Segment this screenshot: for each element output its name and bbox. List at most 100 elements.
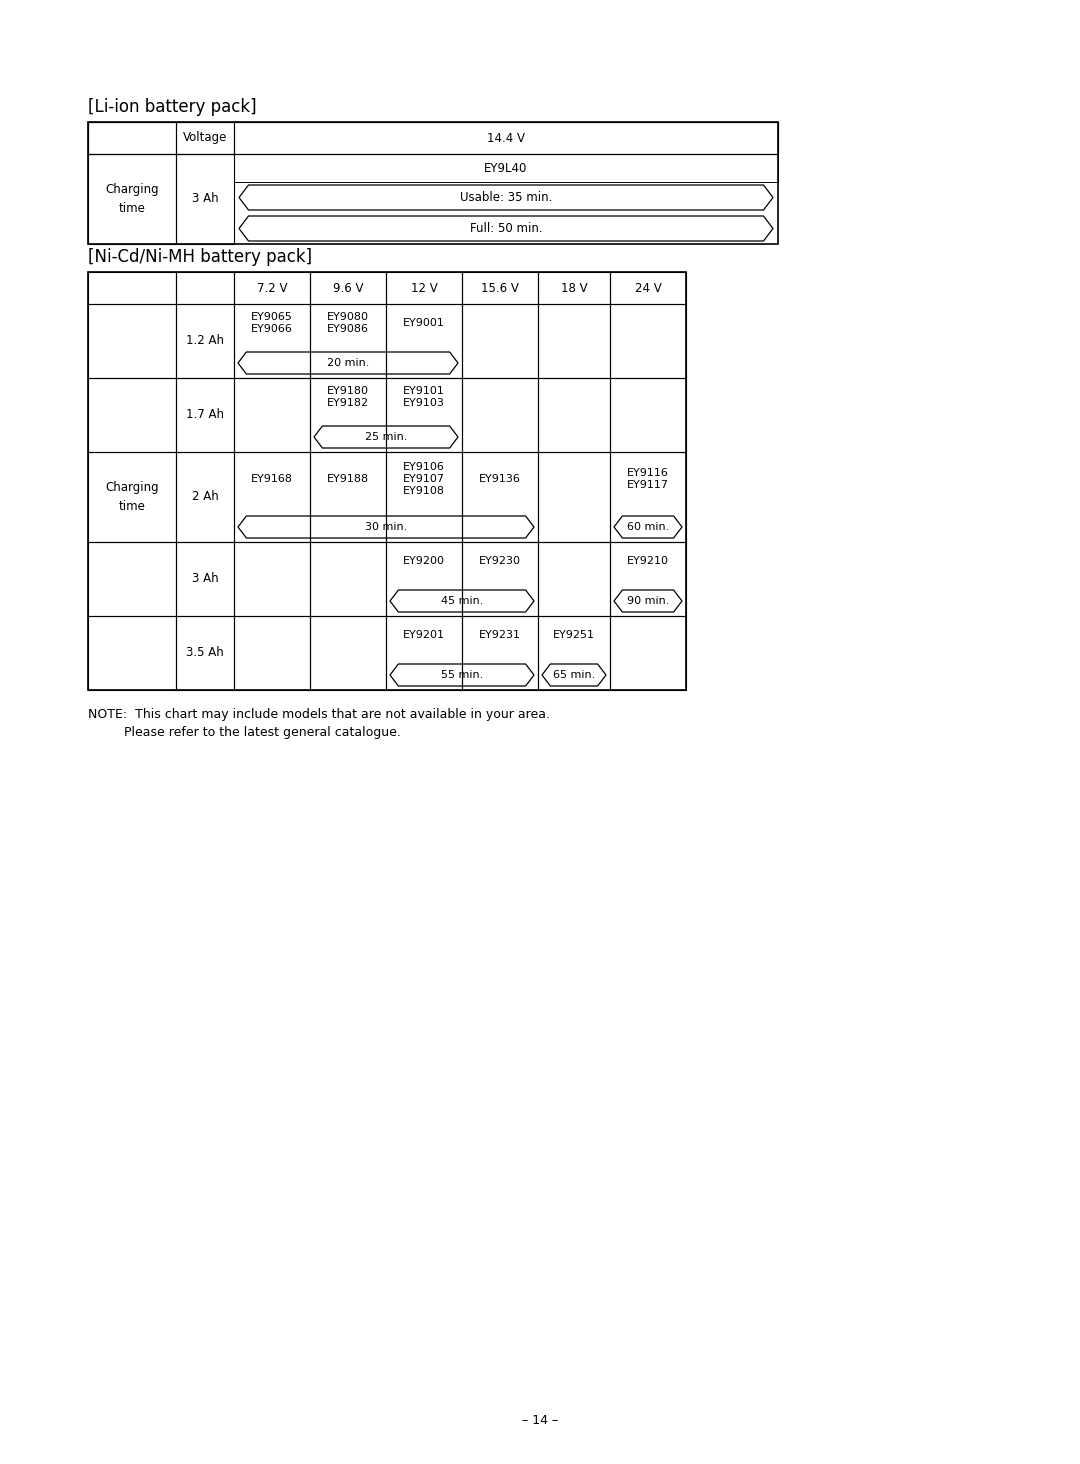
Bar — [234, 616, 310, 690]
Bar — [538, 452, 610, 542]
Bar — [87, 122, 778, 154]
Text: EY9116
EY9117: EY9116 EY9117 — [627, 468, 669, 490]
Bar — [87, 154, 176, 244]
Text: EY9168: EY9168 — [251, 474, 293, 485]
Text: 14.4 V: 14.4 V — [487, 132, 525, 145]
Bar — [386, 542, 462, 616]
Bar — [176, 305, 234, 378]
Bar — [234, 378, 310, 452]
Bar — [386, 305, 462, 378]
Bar — [310, 272, 386, 305]
Bar — [386, 616, 462, 690]
Text: EY9065
EY9066: EY9065 EY9066 — [251, 312, 293, 334]
Bar — [610, 272, 686, 305]
Text: EY9200: EY9200 — [403, 556, 445, 567]
Text: 3 Ah: 3 Ah — [191, 192, 218, 205]
Bar — [176, 616, 234, 690]
Text: EY9230: EY9230 — [480, 556, 521, 567]
Text: 45 min.: 45 min. — [441, 596, 483, 606]
Bar — [538, 378, 610, 452]
Bar — [87, 122, 176, 154]
Bar — [610, 452, 686, 542]
Bar — [538, 616, 610, 690]
Bar — [87, 452, 176, 542]
Text: [Li-ion battery pack]: [Li-ion battery pack] — [87, 98, 257, 116]
Bar — [610, 542, 686, 616]
Bar — [538, 542, 610, 616]
Text: 55 min.: 55 min. — [441, 671, 483, 679]
Text: 18 V: 18 V — [561, 281, 588, 294]
Bar — [234, 122, 778, 154]
Text: EY9136: EY9136 — [480, 474, 521, 485]
Bar — [234, 305, 310, 378]
Text: Charging
time: Charging time — [105, 183, 159, 215]
Bar — [462, 542, 538, 616]
Bar — [87, 272, 176, 305]
Text: 65 min.: 65 min. — [553, 671, 595, 679]
Bar — [310, 542, 386, 616]
Text: 3.5 Ah: 3.5 Ah — [186, 647, 224, 659]
Bar — [610, 305, 686, 378]
Bar — [234, 154, 778, 182]
Text: EY9106
EY9107
EY9108: EY9106 EY9107 EY9108 — [403, 461, 445, 496]
Bar — [176, 122, 234, 154]
Bar — [87, 616, 176, 690]
Text: 9.6 V: 9.6 V — [333, 281, 363, 294]
Bar — [176, 272, 234, 305]
Text: EY9201: EY9201 — [403, 630, 445, 640]
Bar — [87, 272, 686, 690]
Bar — [386, 272, 462, 305]
Bar — [462, 378, 538, 452]
Bar — [176, 452, 234, 542]
Text: – 14 –: – 14 – — [522, 1414, 558, 1426]
Text: Full: 50 min.: Full: 50 min. — [470, 223, 542, 236]
Bar — [310, 616, 386, 690]
Bar — [87, 122, 778, 244]
Text: EY9180
EY9182: EY9180 EY9182 — [327, 386, 369, 408]
Text: 30 min.: 30 min. — [365, 523, 407, 531]
Text: 7.2 V: 7.2 V — [257, 281, 287, 294]
Text: 90 min.: 90 min. — [626, 596, 670, 606]
Text: 1.2 Ah: 1.2 Ah — [186, 334, 224, 347]
Bar — [310, 452, 386, 542]
Text: 25 min.: 25 min. — [365, 432, 407, 442]
Text: EY9231: EY9231 — [480, 630, 521, 640]
Bar — [87, 305, 176, 378]
Text: Please refer to the latest general catalogue.: Please refer to the latest general catal… — [87, 726, 401, 739]
Bar — [176, 378, 234, 452]
Bar — [87, 542, 176, 616]
Text: 1.7 Ah: 1.7 Ah — [186, 408, 224, 422]
Text: NOTE:  This chart may include models that are not available in your area.: NOTE: This chart may include models that… — [87, 709, 550, 720]
Bar — [310, 305, 386, 378]
Text: EY9188: EY9188 — [327, 474, 369, 485]
Bar — [610, 378, 686, 452]
Text: 20 min.: 20 min. — [327, 359, 369, 367]
Bar — [234, 542, 310, 616]
Text: EY9251: EY9251 — [553, 630, 595, 640]
Text: 3 Ah: 3 Ah — [191, 572, 218, 586]
Text: [Ni-Cd/Ni-MH battery pack]: [Ni-Cd/Ni-MH battery pack] — [87, 247, 312, 266]
Text: Charging
time: Charging time — [105, 482, 159, 512]
Bar — [310, 378, 386, 452]
Text: 2 Ah: 2 Ah — [191, 490, 218, 504]
Bar — [386, 378, 462, 452]
Text: EY9210: EY9210 — [627, 556, 669, 567]
Text: 12 V: 12 V — [410, 281, 437, 294]
Text: Voltage: Voltage — [183, 132, 227, 145]
Bar — [462, 616, 538, 690]
Bar — [538, 305, 610, 378]
Text: 15.6 V: 15.6 V — [481, 281, 518, 294]
Bar — [176, 542, 234, 616]
Bar — [386, 452, 462, 542]
Bar — [234, 272, 310, 305]
Text: EY9080
EY9086: EY9080 EY9086 — [327, 312, 369, 334]
Bar — [462, 305, 538, 378]
Bar — [462, 272, 538, 305]
Text: 60 min.: 60 min. — [626, 523, 670, 531]
Text: EY9001: EY9001 — [403, 318, 445, 328]
Bar — [610, 616, 686, 690]
Text: EY9L40: EY9L40 — [484, 161, 528, 174]
Bar — [87, 378, 176, 452]
Text: EY9101
EY9103: EY9101 EY9103 — [403, 386, 445, 408]
Bar — [234, 452, 310, 542]
